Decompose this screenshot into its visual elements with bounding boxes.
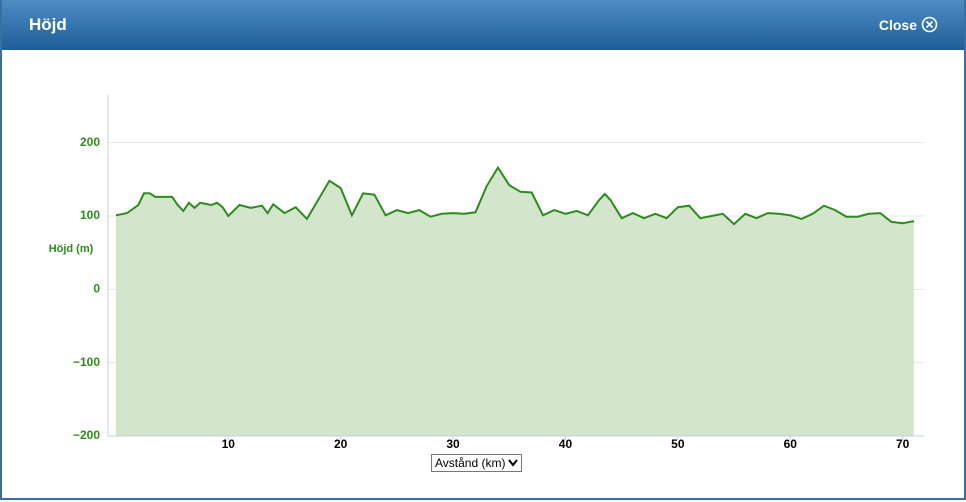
close-icon[interactable] <box>921 16 938 33</box>
line <box>115 165 915 226</box>
dialog-header: Höjd Close <box>2 0 964 50</box>
close-button[interactable]: Close <box>879 16 938 33</box>
y-tick-label: 100 <box>80 208 100 222</box>
y-tick-label: 0 <box>93 282 100 296</box>
y-tick-label: −100 <box>73 355 100 369</box>
chart: 200 100 0 −100 −200 10 20 30 40 50 60 70 Höjd (m) <box>49 95 924 450</box>
x-tick-label: 60 <box>784 437 798 450</box>
close-label[interactable]: Close <box>878 16 917 33</box>
x-tick-label: 30 <box>446 437 460 450</box>
x-tick-label: 70 <box>896 437 910 450</box>
x-tick-label: 20 <box>334 437 348 450</box>
x-tick-label: 40 <box>559 437 573 450</box>
selector-label[interactable]: Avstånd (km) <box>435 456 506 470</box>
chevron[interactable] <box>508 459 518 467</box>
y-tick-label: −200 <box>73 428 100 442</box>
x-axis-selector[interactable]: Avstånd (km) <box>431 454 522 472</box>
x-tick-label: 10 <box>222 437 236 450</box>
x-tick-label: 50 <box>671 437 685 450</box>
y-axis-label: Höjd (m) <box>49 243 94 255</box>
dialog-title: Höjd <box>29 15 67 34</box>
y-tick-label: 200 <box>80 135 100 149</box>
area <box>115 167 914 436</box>
